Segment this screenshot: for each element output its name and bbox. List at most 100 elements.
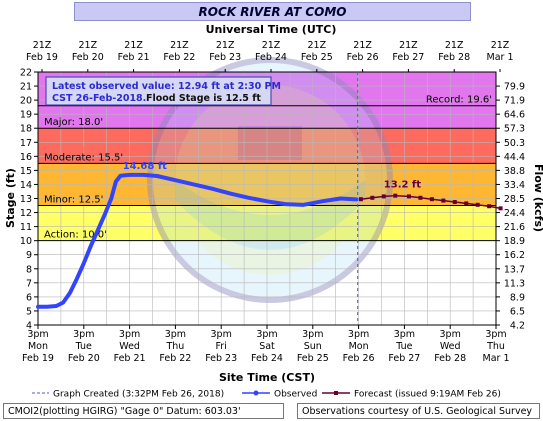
- bottom-tick-label: Tue: [75, 341, 92, 352]
- bottom-tick-label: Feb 20: [68, 353, 100, 364]
- top-tick-label: Feb 27: [392, 52, 424, 63]
- forecast-point: [358, 197, 363, 202]
- bottom-tick-label: 3pm: [485, 329, 506, 340]
- bottom-tick-label: Feb 19: [22, 353, 54, 364]
- y-tick-label: 16: [20, 152, 32, 163]
- forecast-point: [441, 198, 446, 203]
- chart-title: ROCK RIVER AT COMO: [74, 2, 471, 21]
- bottom-tick-label: Feb 24: [251, 353, 283, 364]
- y-tick-label: 5: [26, 306, 32, 317]
- top-tick-label: 21Z: [33, 40, 52, 51]
- y-tick-label: 4: [26, 321, 32, 332]
- legend-observed-marker: [253, 390, 259, 396]
- y2-tick-label: 24.4: [504, 208, 525, 219]
- bottom-tick-label: Feb 22: [159, 353, 191, 364]
- bottom-tick-label: Thu: [486, 341, 505, 352]
- bottom-tick-label: Feb 21: [114, 353, 146, 364]
- observed-peak-label: 14.68 ft: [123, 161, 167, 172]
- y-tick-label: 8: [26, 264, 32, 275]
- forecast-point: [370, 195, 375, 200]
- top-tick-label: Mar 1: [487, 52, 514, 63]
- y-tick-label: 10: [20, 236, 32, 247]
- bottom-tick-label: 3pm: [211, 329, 232, 340]
- legend-created-label: Graph Created (3:32PM Feb 26, 2018): [53, 390, 224, 400]
- top-tick-label: Feb 24: [255, 52, 287, 63]
- y-tick-label: 21: [20, 82, 32, 93]
- top-tick-label: Feb 19: [26, 52, 58, 63]
- bottom-tick-label: Tue: [395, 341, 412, 352]
- noaa-watermark: [147, 57, 393, 303]
- flood-category-labels: Action: 10.0' Minor: 12.5' Moderate: 15.5'…: [38, 95, 496, 242]
- bottom-tick-label: 3pm: [165, 329, 186, 340]
- y2-tick-label: 8.9: [510, 292, 525, 303]
- legend-observed-label: Observed: [274, 390, 317, 400]
- y-tick-label: 6: [26, 292, 32, 303]
- chart-axes: 4 5 6 7 8 9 10 11 12 13 14 15 16 17 18 19 20 21 22 4.2 6.5 8.…: [4, 23, 543, 384]
- bottom-tick-label: Feb 23: [205, 353, 237, 364]
- bottom-tick-label: 3pm: [256, 329, 277, 340]
- flood-stage-text: Flood Stage is 12.5 ft: [146, 93, 261, 104]
- y2-tick-label: 21.6: [504, 222, 525, 233]
- top-tick-label: Feb 25: [301, 52, 333, 63]
- bottom-tick-label: 3pm: [27, 329, 48, 340]
- y2-tick-label: 64.6: [504, 110, 525, 121]
- bottom-tick-label: Wed: [440, 341, 461, 352]
- top-axis-label: Universal Time (UTC): [206, 23, 337, 36]
- y-tick-label: 15: [20, 166, 32, 177]
- bottom-tick-label: Feb 26: [343, 353, 375, 364]
- forecast-point: [498, 206, 503, 211]
- top-tick-label: 21Z: [307, 40, 326, 51]
- forecast-point: [393, 193, 398, 198]
- y2-tick-label: 79.9: [504, 82, 525, 93]
- forecast-peak-label: 13.2 ft: [384, 180, 422, 191]
- top-tick-label: Feb 21: [118, 52, 150, 63]
- y2-tick-label: 18.9: [504, 236, 525, 247]
- flood-category-label: Minor: 12.5': [44, 195, 103, 206]
- y2-axis-label: Flow (kcfs): [532, 164, 543, 232]
- datum-info: CMOI2(plotting HGIRG) "Gage 0" Datum: 60…: [3, 403, 284, 419]
- y-tick-label: 12: [20, 208, 32, 219]
- forecast-point: [487, 204, 492, 209]
- top-tick-label: Feb 23: [209, 52, 241, 63]
- latest-value-box: [45, 76, 272, 106]
- y-tick-label: 17: [20, 138, 32, 149]
- bottom-tick-label: Feb 27: [388, 353, 420, 364]
- y2-tick-label: 11.3: [504, 278, 525, 289]
- forecast-point: [418, 195, 423, 200]
- y2-tick-label: 57.3: [504, 124, 525, 135]
- top-tick-label: 21Z: [124, 40, 143, 51]
- forecast-point: [452, 200, 457, 205]
- y-axis-label: Stage (ft): [4, 168, 17, 228]
- top-tick-label: 21Z: [262, 40, 281, 51]
- y2-tick-label: 13.7: [504, 264, 525, 275]
- top-tick-label: 21Z: [491, 40, 510, 51]
- y2-tick-label: 71.9: [504, 96, 525, 107]
- y2-tick-label: 4.2: [510, 321, 525, 332]
- top-tick-label: 21Z: [353, 40, 372, 51]
- bottom-tick-label: 3pm: [119, 329, 140, 340]
- bottom-tick-label: Mon: [28, 341, 48, 352]
- observations-credit: Observations courtesy of U.S. Geological…: [297, 403, 540, 419]
- x-axis-label: Site Time (CST): [219, 371, 315, 384]
- y-tick-label: 7: [26, 278, 32, 289]
- forecast-point: [464, 201, 469, 206]
- bottom-tick-label: 3pm: [440, 329, 461, 340]
- legend-forecast-marker: [334, 391, 338, 395]
- y-tick-label: 22: [20, 68, 32, 79]
- bottom-tick-label: Wed: [119, 341, 140, 352]
- bottom-tick-label: 3pm: [302, 329, 323, 340]
- y-tick-label: 19: [20, 110, 32, 121]
- bottom-tick-label: Thu: [165, 341, 184, 352]
- y-tick-label: 11: [20, 222, 32, 233]
- forecast-point: [381, 194, 386, 199]
- y2-tick-label: 38.8: [504, 166, 525, 177]
- top-tick-label: Feb 20: [72, 52, 104, 63]
- y-tick-label: 13: [20, 194, 32, 205]
- chart-annotations: 14.68 ft 13.2 ft Latest observed value: 12…: [32, 76, 501, 400]
- bottom-tick-label: Mon: [349, 341, 369, 352]
- top-tick-label: Feb 28: [438, 52, 470, 63]
- top-tick-label: Feb 26: [347, 52, 379, 63]
- y2-tick-label: 16.2: [504, 250, 525, 261]
- top-tick-label: 21Z: [399, 40, 418, 51]
